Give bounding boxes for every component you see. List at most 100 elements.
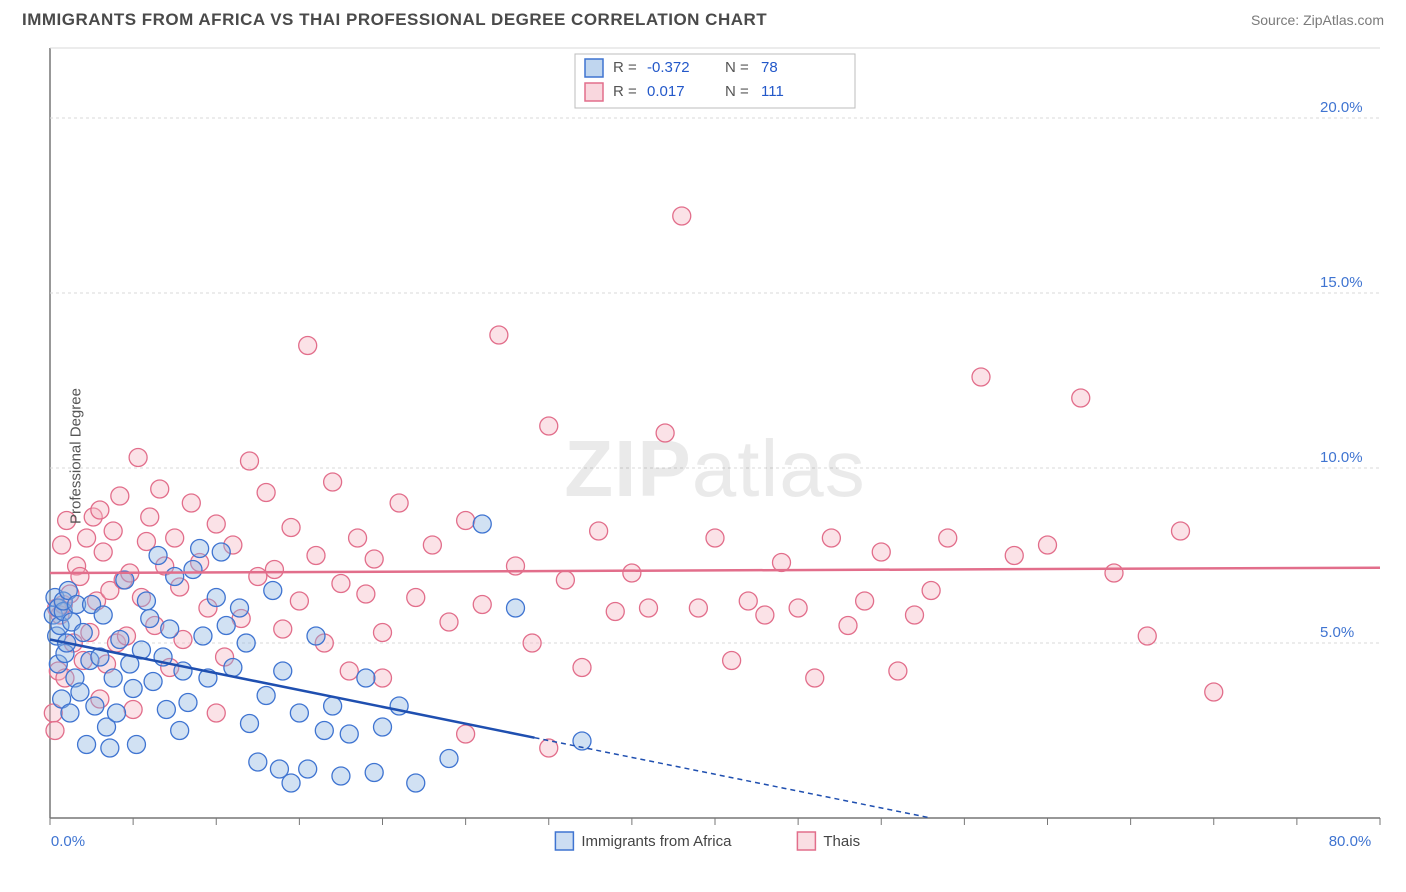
scatter-point-africa <box>94 606 112 624</box>
scatter-point-africa <box>74 624 92 642</box>
scatter-point-thais <box>889 662 907 680</box>
scatter-point-thais <box>922 582 940 600</box>
scatter-point-thais <box>872 543 890 561</box>
scatter-point-thais <box>723 652 741 670</box>
y-tick-label: 20.0% <box>1320 99 1363 116</box>
legend-swatch <box>797 832 815 850</box>
scatter-point-thais <box>207 704 225 722</box>
scatter-point-thais <box>856 592 874 610</box>
scatter-point-africa <box>299 760 317 778</box>
legend-label: Thais <box>823 833 860 850</box>
stats-r-value: 0.017 <box>647 83 685 100</box>
scatter-point-thais <box>1039 536 1057 554</box>
scatter-point-africa <box>473 515 491 533</box>
scatter-point-thais <box>590 522 608 540</box>
scatter-point-africa <box>231 599 249 617</box>
scatter-point-thais <box>789 599 807 617</box>
scatter-point-thais <box>374 624 392 642</box>
scatter-point-africa <box>191 540 209 558</box>
scatter-point-africa <box>274 662 292 680</box>
scatter-point-africa <box>71 683 89 701</box>
scatter-point-thais <box>457 725 475 743</box>
stats-r-label: R = <box>613 83 637 100</box>
scatter-point-africa <box>374 718 392 736</box>
scatter-point-thais <box>241 452 259 470</box>
scatter-point-africa <box>161 620 179 638</box>
scatter-point-thais <box>129 449 147 467</box>
trend-line-africa <box>50 640 535 738</box>
scatter-point-africa <box>171 722 189 740</box>
scatter-point-thais <box>124 701 142 719</box>
scatter-point-africa <box>315 722 333 740</box>
scatter-point-africa <box>207 589 225 607</box>
scatter-point-africa <box>104 669 122 687</box>
scatter-point-thais <box>94 543 112 561</box>
scatter-point-africa <box>290 704 308 722</box>
scatter-point-thais <box>374 669 392 687</box>
scatter-point-thais <box>182 494 200 512</box>
chart-container: Professional Degree 5.0%10.0%15.0%20.0%0… <box>0 36 1406 876</box>
trend-line-thais <box>50 568 1380 573</box>
scatter-point-thais <box>906 606 924 624</box>
legend-swatch <box>585 83 603 101</box>
scatter-point-africa <box>194 627 212 645</box>
source-label: Source: ZipAtlas.com <box>1251 12 1384 28</box>
scatter-point-thais <box>1105 564 1123 582</box>
scatter-point-africa <box>61 704 79 722</box>
y-tick-label: 10.0% <box>1320 449 1363 466</box>
stats-n-label: N = <box>725 59 749 76</box>
scatter-point-thais <box>573 659 591 677</box>
scatter-point-thais <box>407 589 425 607</box>
scatter-point-thais <box>490 326 508 344</box>
legend-label: Immigrants from Africa <box>581 833 732 850</box>
scatter-point-thais <box>423 536 441 554</box>
scatter-point-africa <box>324 697 342 715</box>
scatter-point-africa <box>241 715 259 733</box>
scatter-point-thais <box>53 536 71 554</box>
scatter-point-thais <box>104 522 122 540</box>
scatter-point-thais <box>340 662 358 680</box>
scatter-point-africa <box>157 701 175 719</box>
scatter-point-africa <box>149 547 167 565</box>
scatter-point-thais <box>756 606 774 624</box>
scatter-point-thais <box>972 368 990 386</box>
scatter-point-africa <box>137 592 155 610</box>
scatter-point-thais <box>249 568 267 586</box>
scatter-point-thais <box>540 417 558 435</box>
y-axis-label: Professional Degree <box>67 388 84 524</box>
legend-swatch <box>585 59 603 77</box>
scatter-point-thais <box>111 487 129 505</box>
scatter-point-africa <box>144 673 162 691</box>
x-tick-label: 0.0% <box>51 833 85 850</box>
scatter-point-thais <box>822 529 840 547</box>
stats-n-label: N = <box>725 83 749 100</box>
scatter-point-thais <box>332 575 350 593</box>
stats-r-label: R = <box>613 59 637 76</box>
legend-swatch <box>555 832 573 850</box>
scatter-point-thais <box>440 613 458 631</box>
scatter-point-thais <box>390 494 408 512</box>
scatter-point-africa <box>78 736 96 754</box>
scatter-point-thais <box>46 722 64 740</box>
scatter-point-africa <box>307 627 325 645</box>
scatter-point-africa <box>86 697 104 715</box>
scatter-point-thais <box>166 529 184 547</box>
scatter-point-thais <box>457 512 475 530</box>
scatter-point-africa <box>127 736 145 754</box>
scatter-point-africa <box>217 617 235 635</box>
scatter-point-thais <box>656 424 674 442</box>
scatter-point-thais <box>689 599 707 617</box>
scatter-point-thais <box>78 529 96 547</box>
chart-title: IMMIGRANTS FROM AFRICA VS THAI PROFESSIO… <box>22 10 767 30</box>
scatter-point-africa <box>440 750 458 768</box>
scatter-point-thais <box>365 550 383 568</box>
scatter-point-thais <box>141 508 159 526</box>
scatter-point-africa <box>264 582 282 600</box>
scatter-point-africa <box>237 634 255 652</box>
scatter-point-thais <box>706 529 724 547</box>
scatter-point-thais <box>623 564 641 582</box>
scatter-point-thais <box>556 571 574 589</box>
scatter-point-thais <box>151 480 169 498</box>
scatter-point-africa <box>332 767 350 785</box>
scatter-point-africa <box>179 694 197 712</box>
